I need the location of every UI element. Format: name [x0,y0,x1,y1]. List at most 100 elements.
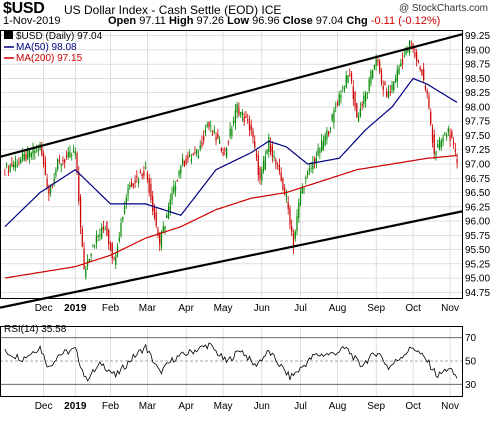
candle [4,168,6,176]
candle [278,158,281,176]
candle [148,173,150,197]
candle [296,209,298,236]
rsi-x-tick-label: May [214,401,233,412]
candle [315,151,317,169]
candle [363,91,365,109]
candle [252,127,254,144]
candle [14,155,17,172]
ticker-symbol: $USD [3,0,45,17]
candle [354,91,356,112]
candle [359,101,361,118]
candle [321,133,323,153]
price-x-tick-label: Sep [367,303,385,314]
candle [305,175,307,185]
candle [442,134,444,147]
candle [257,150,259,182]
candle [365,90,367,108]
candle [203,130,205,145]
candle [301,183,303,195]
copyright-label[interactable]: @ StockCharts.com [398,3,488,14]
candle [452,137,455,149]
price-x-tick-label: Nov [441,303,459,314]
candle [405,46,407,56]
candle [368,76,370,94]
candle [183,160,185,168]
candle [336,100,339,108]
candle [25,150,27,163]
candle [303,187,305,195]
candle [440,138,442,151]
candle [180,164,182,179]
rsi-tick-label: 30 [465,380,477,391]
candle [90,253,92,262]
candle [145,161,147,170]
candle [199,140,201,152]
candle [67,147,69,160]
rsi-x-tick-label: Apr [178,401,194,412]
candle [6,162,8,169]
candle [138,177,140,188]
rsi-panel-frame [0,326,463,397]
candle [319,147,321,160]
candle [299,188,302,207]
candle [122,216,124,223]
rsi-x-tick-label: Mar [139,401,157,412]
candle [312,155,314,174]
candle [197,149,200,159]
candle [428,92,430,110]
candle [23,150,25,162]
candle [398,64,400,75]
price-tick-label: 95.50 [465,245,490,256]
candle [370,69,372,87]
candle [190,153,193,165]
candle [189,149,191,158]
rsi-line [4,342,458,382]
candle [85,265,87,280]
candle [345,70,347,89]
candle [317,143,319,157]
rsi-tick-label: 50 [465,357,477,368]
candle [60,163,62,173]
candle [13,160,15,171]
candle [356,102,358,118]
candle [62,156,64,166]
candle [178,169,180,179]
price-tick-label: 97.75 [465,117,490,128]
candle [245,110,247,119]
candle [97,233,99,242]
candle [426,88,428,99]
candle [380,68,383,86]
description-text: US Dollar Index - Cash Settle (EOD) [64,3,259,17]
candle [393,81,395,94]
candle [11,156,13,168]
candle [282,177,284,192]
price-tick-label: 97.00 [465,160,490,171]
price-legend-swatch [4,31,13,39]
candle [335,101,337,113]
candle [326,126,328,145]
candle [57,158,59,172]
rsi-x-tick-label: Dec [35,401,53,412]
candle [104,225,106,231]
rsi-grid [0,326,462,396]
candle [224,146,226,156]
price-x-tick-label: Feb [102,303,120,314]
price-x-tick-label: Aug [329,303,347,314]
candle [95,230,97,249]
candle [210,120,212,133]
candle [231,125,233,140]
candle [106,220,108,237]
price-x-tick-label: Apr [178,303,194,314]
candle [99,228,101,241]
candle [298,198,300,223]
candle [238,102,240,117]
quote-date: 1-Nov-2019 [3,15,61,27]
price-tick-label: 95.00 [465,274,490,285]
candle [391,81,393,94]
rsi-series [4,342,458,382]
price-x-axis: Dec 2019 Feb Mar Apr May Jun Jul Aug Sep Oct Nov [35,303,459,314]
candle [201,135,203,149]
candle [55,167,57,179]
